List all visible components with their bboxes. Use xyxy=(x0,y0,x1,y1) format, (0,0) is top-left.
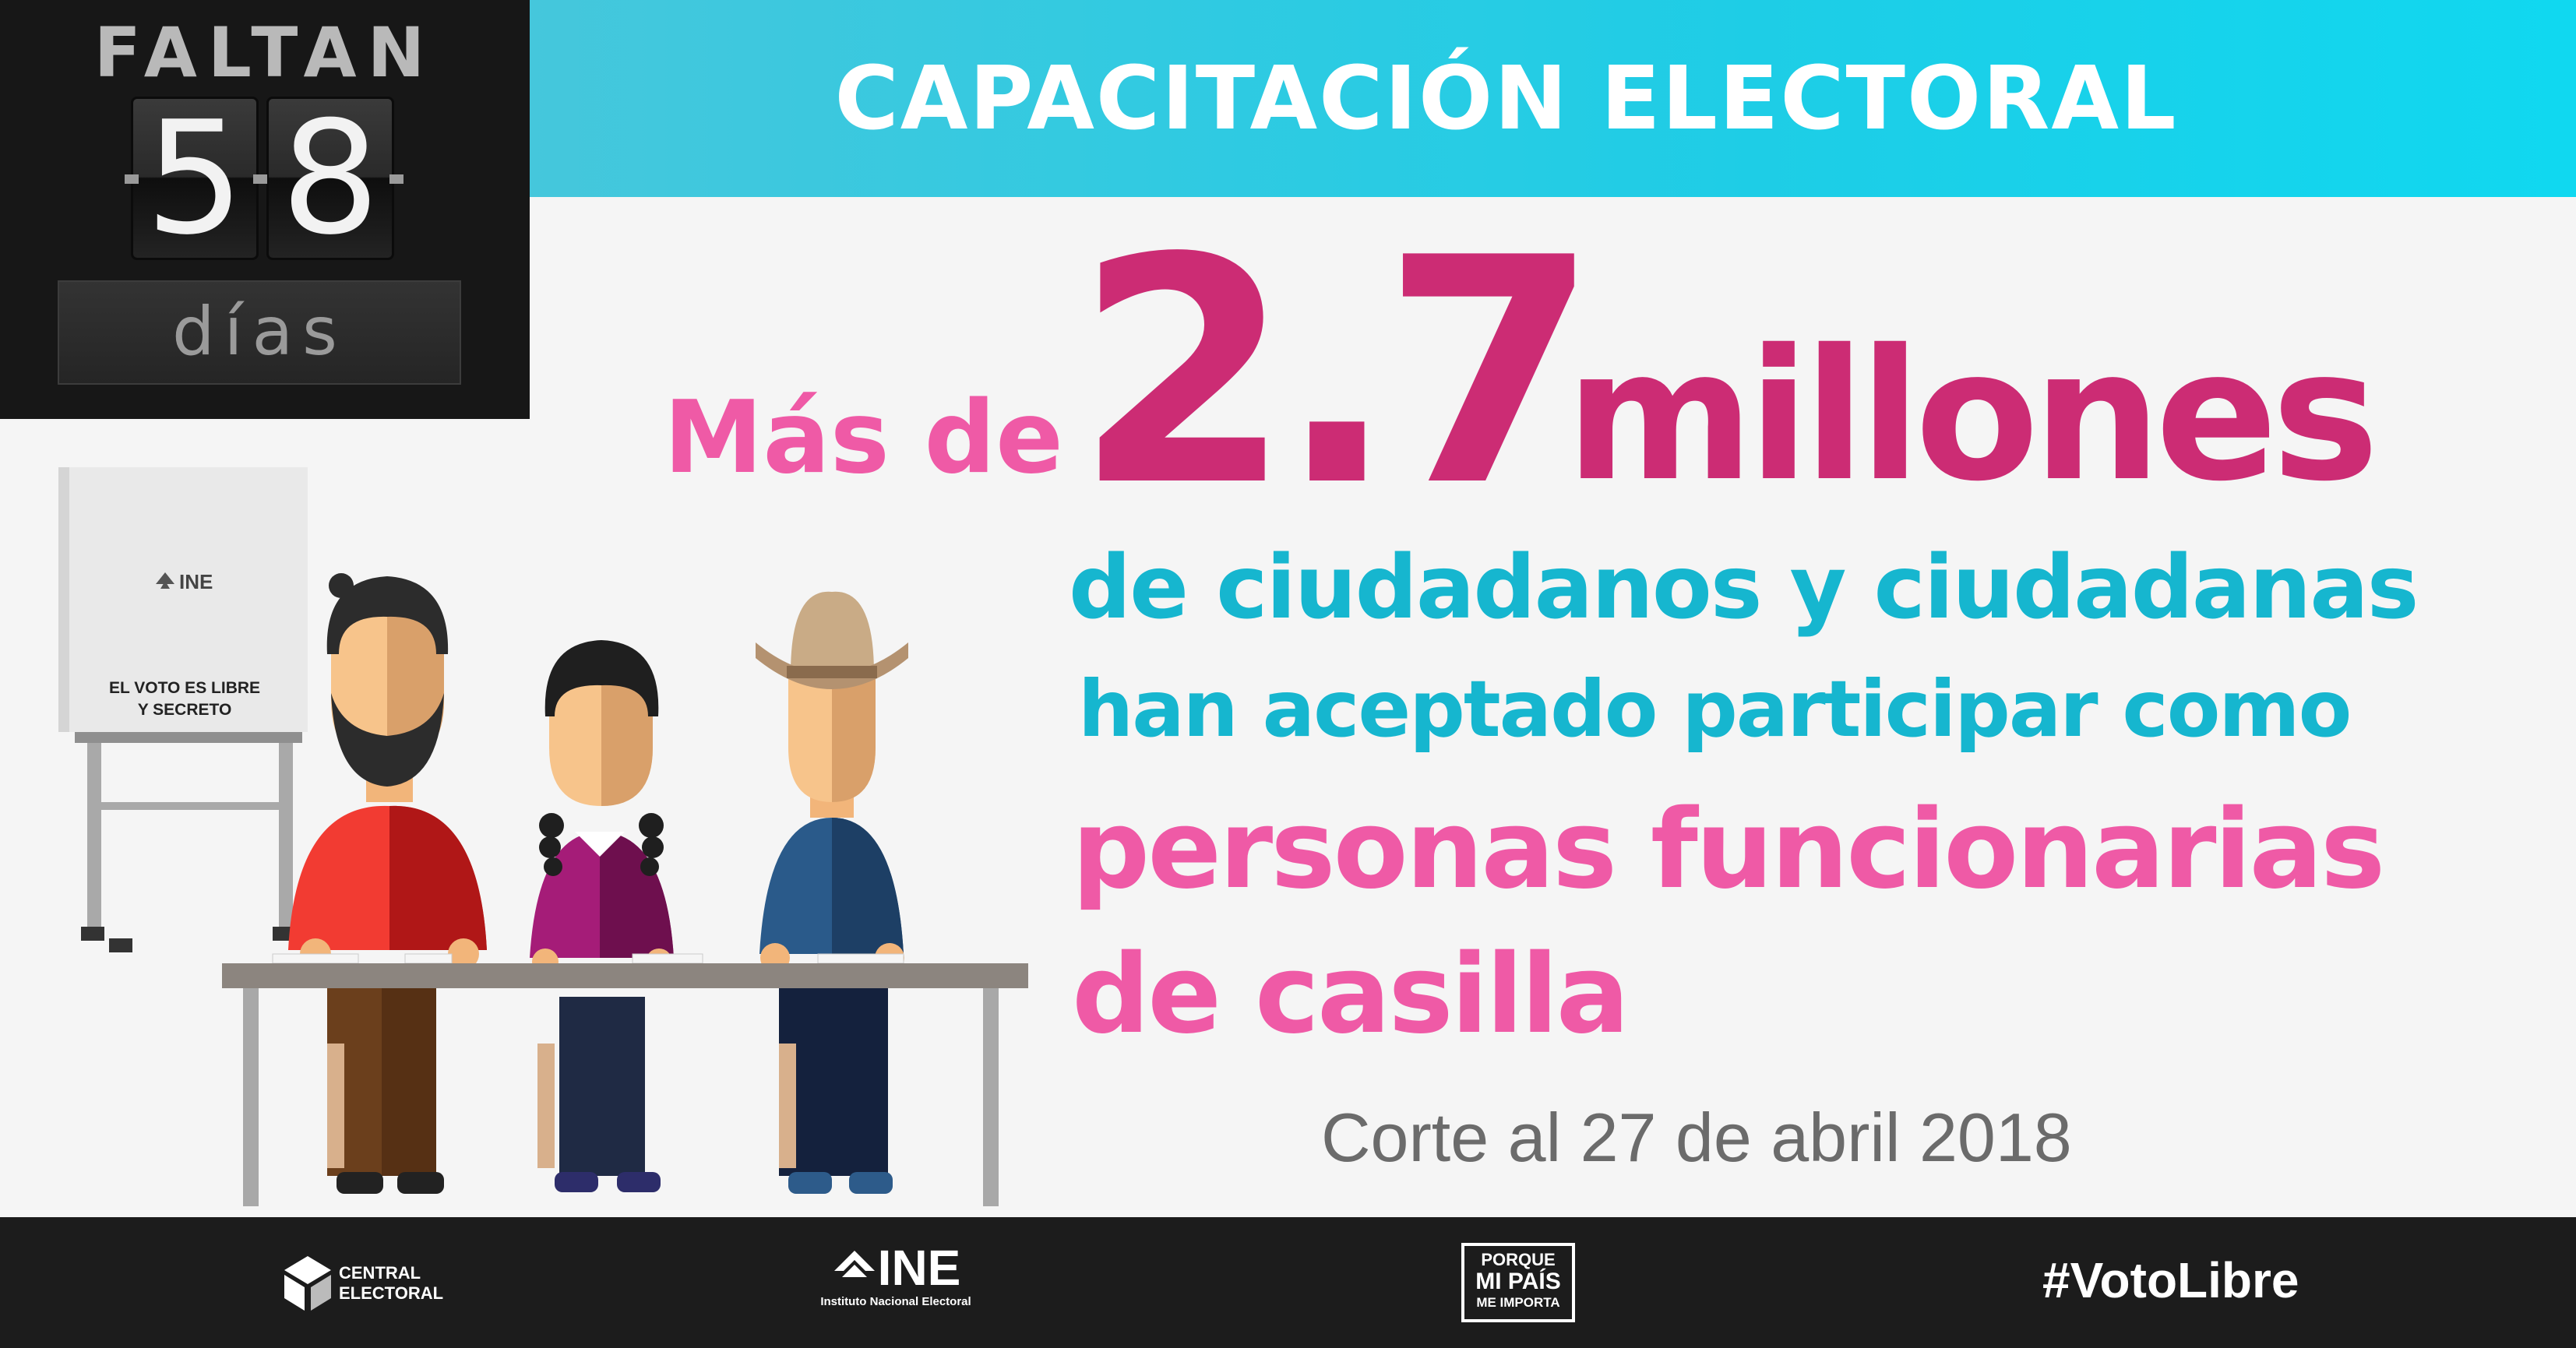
headline-number: 2.7 xyxy=(1075,192,1599,554)
central-electoral-icon xyxy=(284,1256,331,1311)
poll-workers-illustration: INE EL VOTO ES LIBRE Y SECRETO xyxy=(58,467,1028,1206)
countdown-unit: días xyxy=(58,280,461,385)
footer-bar: CENTRAL ELECTORAL INE Instituto Nacional… xyxy=(0,1217,2576,1348)
flip-hinge-icon xyxy=(125,174,139,184)
porque-logo-line-1: PORQUE xyxy=(1481,1250,1556,1269)
countdown-label: FALTAN xyxy=(93,12,436,93)
headline-line-2: han aceptado participar como xyxy=(1078,663,2352,755)
booth-slogan-1: EL VOTO ES LIBRE xyxy=(109,679,260,697)
central-electoral-logo: CENTRAL ELECTORAL xyxy=(284,1256,443,1311)
porque-logo-line-3: ME IMPORTA xyxy=(1476,1295,1560,1310)
poll-worker-man-beard xyxy=(288,573,487,1194)
hashtag: #VotoLibre xyxy=(2042,1252,2299,1308)
ine-logo-subtitle: Instituto Nacional Electoral xyxy=(820,1295,971,1308)
headline-prefix: Más de xyxy=(664,380,1063,496)
countdown-digit-units: 8 xyxy=(266,97,394,260)
header-banner: CAPACITACIÓN ELECTORAL xyxy=(530,0,2576,197)
flip-hinge-icon xyxy=(253,174,267,184)
banner-title: CAPACITACIÓN ELECTORAL xyxy=(834,48,2178,150)
poll-worker-man-hat xyxy=(756,591,908,1194)
headline-line-1: de ciudadanos y ciudadanas xyxy=(1069,537,2419,639)
central-logo-line-1: CENTRAL xyxy=(339,1263,421,1283)
headline-line-3: personas funcionarias xyxy=(1072,787,2385,913)
ballot-stacks xyxy=(272,953,904,964)
ine-logo-word: INE xyxy=(877,1240,961,1296)
central-logo-line-2: ELECTORAL xyxy=(339,1283,444,1303)
ine-logo: INE Instituto Nacional Electoral xyxy=(795,1241,997,1308)
porque-mi-pais-logo: PORQUE MI PAÍS ME IMPORTA xyxy=(1461,1243,1575,1322)
porque-logo-line-2: MI PAÍS xyxy=(1475,1269,1561,1294)
booth-slogan-2: Y SECRETO xyxy=(138,701,232,719)
countdown-panel: FALTAN 5 8 días xyxy=(0,0,530,419)
polling-table xyxy=(222,963,1028,1206)
headline-unit: millones xyxy=(1566,311,2379,521)
booth-logo-text: INE xyxy=(179,570,213,593)
headline-line-4: de casilla xyxy=(1072,931,1630,1058)
voting-booth: INE EL VOTO ES LIBRE Y SECRETO xyxy=(58,467,308,952)
countdown-digit-tens: 5 xyxy=(131,97,259,260)
cutoff-date: Corte al 27 de abril 2018 xyxy=(1321,1099,2072,1176)
ine-mark-icon xyxy=(833,1251,875,1277)
flip-hinge-icon xyxy=(389,174,403,184)
